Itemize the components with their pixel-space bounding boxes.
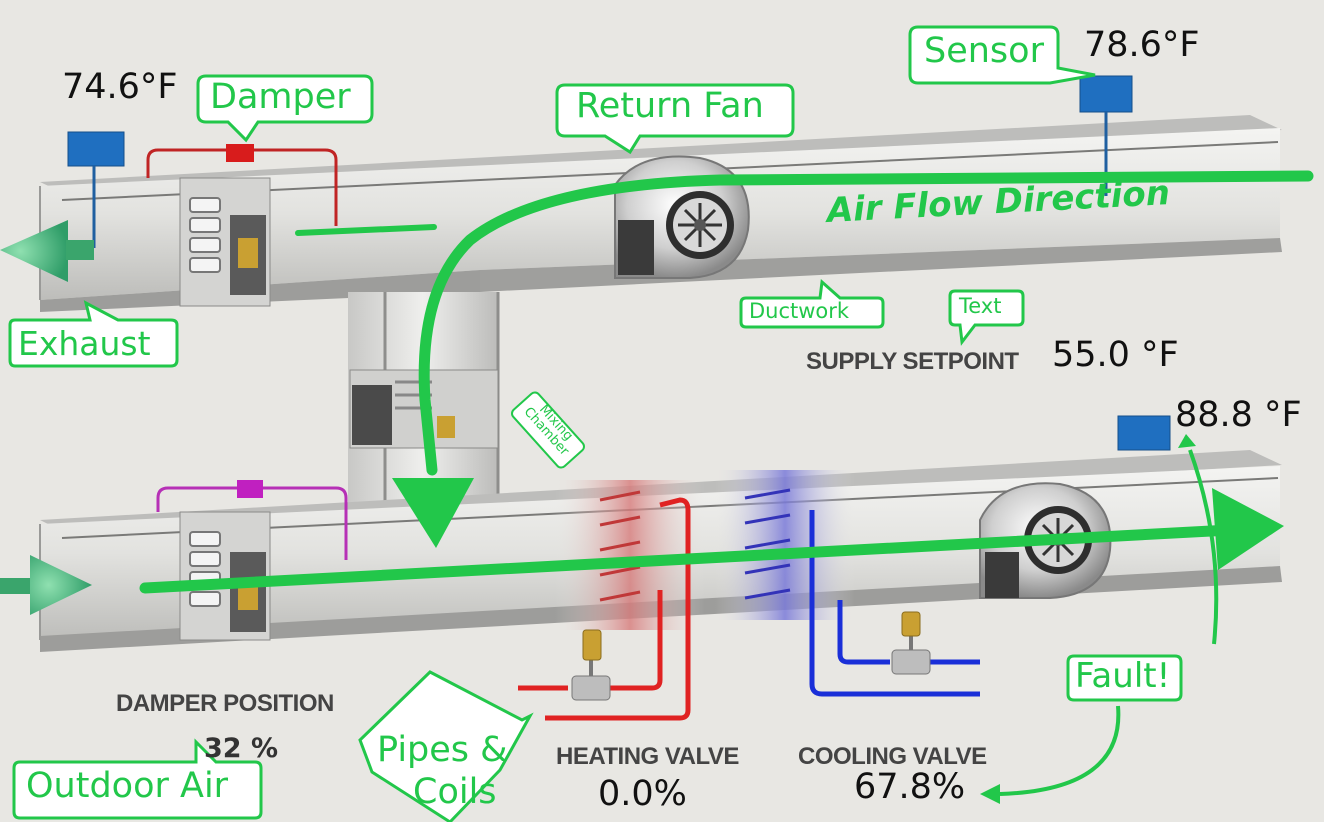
supply-temperature-reading: 88.8 °F [1175, 395, 1302, 435]
outdoor-damper-actuator-icon [237, 480, 263, 498]
fault-callout: Fault! [1075, 656, 1171, 696]
damper-position-value: 32 % [204, 733, 279, 764]
return-temperature-reading: 78.6°F [1084, 25, 1200, 65]
supply-setpoint-value: 55.0 °F [1052, 335, 1179, 375]
fault-arrowhead-left-icon [980, 784, 1000, 804]
outdoor-air-callout: Outdoor Air [26, 766, 229, 806]
annotation-layer [8, 25, 1183, 820]
pipes-coils-callout-bubble [358, 670, 534, 822]
outdoor-air-intake-icon [0, 555, 92, 615]
heating-valve-label: HEATING VALVE [556, 743, 739, 770]
supply-temperature-sensor-icon [1117, 415, 1171, 451]
damper-position-label: DAMPER POSITION [116, 690, 334, 717]
supply-setpoint-label: SUPPLY SETPOINT [806, 348, 1019, 375]
ductwork-callout-bubble [739, 278, 885, 329]
pipes-coils-callout-line2: Coils [413, 772, 497, 812]
return-fan-callout-bubble [555, 83, 795, 155]
cooling-valve-icon [891, 611, 931, 675]
return-fan-callout: Return Fan [576, 86, 764, 126]
supply-airflow-arrowhead-icon [1212, 488, 1284, 570]
sensor-callout-bubble [908, 25, 1096, 85]
text-callout-bubble [948, 289, 1025, 346]
exhaust-callout: Exhaust [18, 324, 151, 363]
duct-marker-line [295, 224, 437, 236]
return-airflow-arrowhead-icon [392, 478, 474, 548]
exhaust-callout-bubble [8, 300, 179, 368]
fault-arrow-to-supply-temp [1188, 449, 1219, 645]
text-callout: Text [959, 294, 1002, 318]
heating-valve-value: 0.0% [598, 774, 687, 814]
outdoor-air-callout-bubble [12, 738, 263, 820]
supply-airflow-arrow-icon [139, 524, 1236, 594]
damper-callout-bubble [196, 74, 374, 143]
fault-callout-bubble [1066, 654, 1183, 702]
exhaust-damper-actuator-icon [226, 144, 254, 162]
sensor-callout: Sensor [924, 31, 1044, 71]
exhaust-temperature-sensor-icon [67, 131, 125, 248]
damper-callout: Damper [210, 77, 351, 117]
heating-coil-fins [599, 490, 641, 602]
exhaust-damper-icon [179, 177, 271, 307]
heating-pipes [518, 497, 691, 721]
mixing-chamber-callout-bubble [511, 391, 585, 469]
cooling-valve-label: COOLING VALVE [798, 743, 987, 770]
ductwork-callout: Ductwork [749, 299, 850, 323]
cooling-valve-value: 67.8% [854, 767, 966, 807]
fault-arrow-to-cooling-valve [999, 705, 1121, 796]
heating-valve-icon [571, 629, 611, 701]
outdoor-damper-icon [179, 511, 271, 641]
pipes-coils-callout-line1: Pipes & [377, 730, 508, 770]
cooling-coil [715, 470, 855, 620]
exhaust-outlet-icon [0, 220, 94, 282]
return-airflow-arrow-icon [418, 170, 1314, 476]
exhaust-temperature-reading: 74.6°F [62, 67, 178, 107]
cooling-pipes [809, 510, 980, 697]
cooling-coil-fins [744, 488, 791, 600]
fault-arrowhead-up-icon [1178, 434, 1196, 448]
